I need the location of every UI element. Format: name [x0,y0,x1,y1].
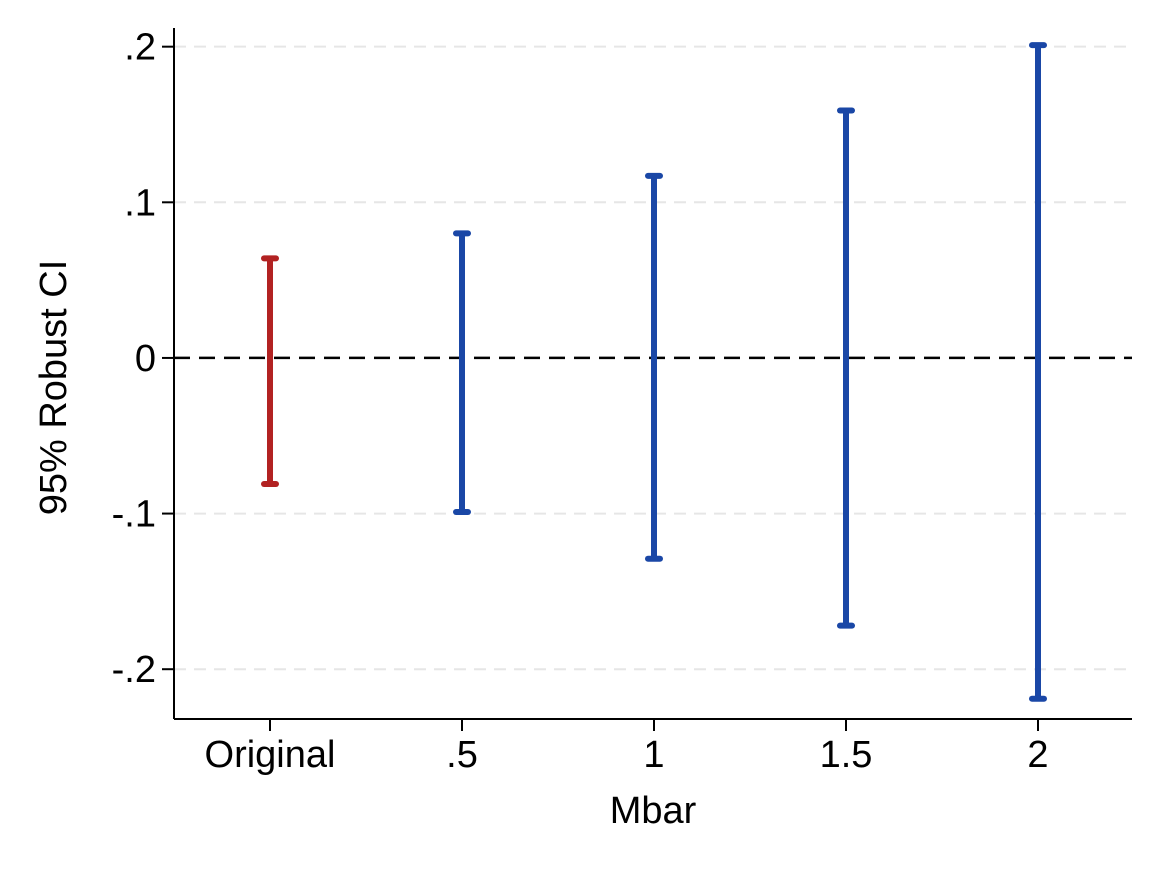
x-tick-label: 1.5 [820,734,873,776]
y-tick-label: .2 [124,27,156,69]
y-tick-label: 0 [135,338,156,380]
y-ticks: -.2 -.1 0 .1 .2 [112,27,174,691]
ci-bar [1029,42,1047,702]
x-tick-label: Original [205,734,336,776]
x-tick-label: 1 [643,734,664,776]
y-tick-label: .1 [124,182,156,224]
ci-bar [837,107,855,629]
y-tick-label: -.1 [112,494,156,536]
ci-bars [261,42,1047,702]
x-tick-label: 2 [1027,734,1048,776]
x-tick-label: .5 [446,734,478,776]
x-axis-title: Mbar [610,790,697,832]
ci-bar [261,255,279,487]
ci-bar [453,230,471,516]
y-tick-label: -.2 [112,649,156,691]
x-ticks: Original .5 1 1.5 2 [205,719,1049,776]
y-axis-title: 95% Robust CI [33,260,75,516]
ci-bar [645,172,663,562]
